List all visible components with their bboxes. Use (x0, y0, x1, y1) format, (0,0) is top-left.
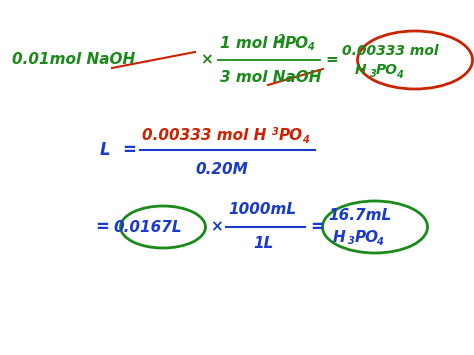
Text: 0.0167L: 0.0167L (113, 219, 182, 235)
Text: 1000mL: 1000mL (228, 202, 296, 218)
Text: ×: × (200, 53, 213, 67)
Text: 3: 3 (348, 236, 355, 246)
Text: 4: 4 (302, 135, 309, 145)
Text: 0.00333 mol: 0.00333 mol (342, 44, 438, 58)
Text: 0.00333 mol H: 0.00333 mol H (142, 129, 266, 143)
Text: 3: 3 (272, 127, 279, 137)
Text: PO: PO (285, 36, 309, 50)
Text: 0.20M: 0.20M (195, 163, 248, 178)
Text: 4: 4 (376, 237, 383, 247)
Text: PO: PO (279, 129, 303, 143)
Text: =: = (325, 53, 338, 67)
Text: =: = (95, 218, 109, 236)
Text: 1L: 1L (253, 236, 273, 251)
Text: 3: 3 (370, 69, 377, 79)
Text: H: H (355, 63, 366, 77)
Text: =: = (122, 141, 136, 159)
Text: 16.7mL: 16.7mL (328, 208, 391, 224)
Text: L: L (100, 141, 110, 159)
Text: 4: 4 (307, 42, 314, 52)
Text: 3 mol NaOH: 3 mol NaOH (220, 70, 321, 84)
Text: 0.01mol NaOH: 0.01mol NaOH (12, 53, 135, 67)
Text: PO: PO (355, 229, 379, 245)
Text: =: = (310, 218, 324, 236)
Text: 4: 4 (396, 70, 403, 80)
Text: PO: PO (376, 63, 398, 77)
Text: ×: × (210, 219, 223, 235)
Text: H: H (333, 229, 346, 245)
Text: 1 mol H: 1 mol H (220, 36, 285, 50)
Text: 2: 2 (278, 34, 285, 44)
